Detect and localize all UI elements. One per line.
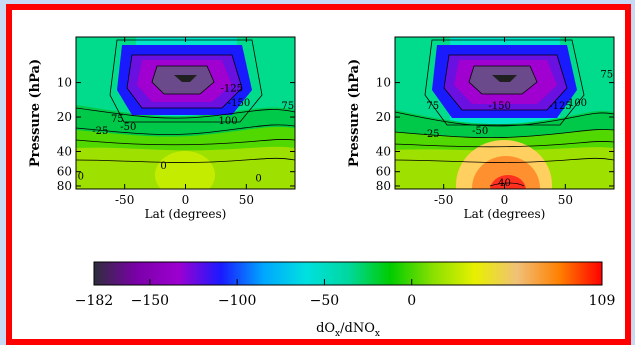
colorbar-tick-label: −150 bbox=[131, 293, 169, 309]
x-tick-label: -50 bbox=[434, 193, 453, 207]
contour-label: -25 bbox=[423, 129, 439, 140]
y-tick-label: 60 bbox=[57, 165, 72, 179]
x-tick-label: 50 bbox=[558, 193, 573, 207]
y-tick-label: 20 bbox=[57, 110, 72, 124]
y-axis-label: Pressure (hPa) bbox=[28, 59, 43, 167]
colorbar-tick-label: 0 bbox=[407, 293, 416, 309]
colorbar-tick-label: −100 bbox=[218, 293, 256, 309]
x-tick-label: -50 bbox=[115, 193, 134, 207]
contour-label: 75 bbox=[600, 69, 613, 80]
y-tick-label: 40 bbox=[57, 145, 72, 159]
y-tick-label: 80 bbox=[57, 179, 72, 193]
contour-label: 40 bbox=[498, 178, 511, 189]
colorbar-gradient bbox=[93, 261, 603, 286]
y-tick-label: 10 bbox=[57, 76, 72, 90]
y-tick-label: 10 bbox=[376, 76, 391, 90]
y-tick-label: 40 bbox=[376, 145, 391, 159]
y-tick-label: 20 bbox=[376, 110, 391, 124]
contour-label: 0 bbox=[255, 173, 261, 184]
colorbar-tick-label: 109 bbox=[589, 293, 616, 309]
x-axis-label: Lat (degrees) bbox=[464, 207, 546, 221]
contour-label: 100 bbox=[568, 98, 587, 109]
contour-label: -125 bbox=[220, 84, 242, 95]
x-axis-label: Lat (degrees) bbox=[145, 207, 227, 221]
contour-label: 0 bbox=[160, 161, 166, 172]
contour-label: -50 bbox=[120, 122, 136, 133]
figure-frame: 75 -125 -150 100 75 -50 -25 0 0 0 -50 0 50 10 20 40 60 8… bbox=[6, 4, 631, 345]
contour-label: 75 bbox=[281, 101, 294, 112]
colorbar-tick-label: −182 bbox=[75, 293, 113, 309]
x-tick-label: 0 bbox=[182, 193, 190, 207]
y-tick-label: 60 bbox=[376, 165, 391, 179]
x-tick-label: 50 bbox=[239, 193, 254, 207]
contour-label: 100 bbox=[219, 116, 238, 127]
contour-label: -25 bbox=[92, 126, 108, 137]
contour-label: -150 bbox=[228, 98, 250, 109]
contour-label: 0 bbox=[78, 171, 84, 182]
contour-label: -125 bbox=[549, 101, 571, 112]
contour-label: 75 bbox=[426, 101, 439, 112]
contour-label: -50 bbox=[472, 126, 488, 137]
colorbar: −182 −150 −100 −50 0 109 dOx/dNOx bbox=[75, 261, 616, 339]
contour-label: 75 bbox=[111, 114, 124, 125]
x-tick-label: 0 bbox=[501, 193, 509, 207]
y-axis-label: Pressure (hPa) bbox=[347, 59, 362, 167]
colorbar-label: dOx/dNOx bbox=[316, 321, 380, 339]
contour-label: -150 bbox=[488, 101, 510, 112]
y-tick-label: 80 bbox=[376, 179, 391, 193]
colorbar-tick-label: −50 bbox=[310, 293, 340, 309]
